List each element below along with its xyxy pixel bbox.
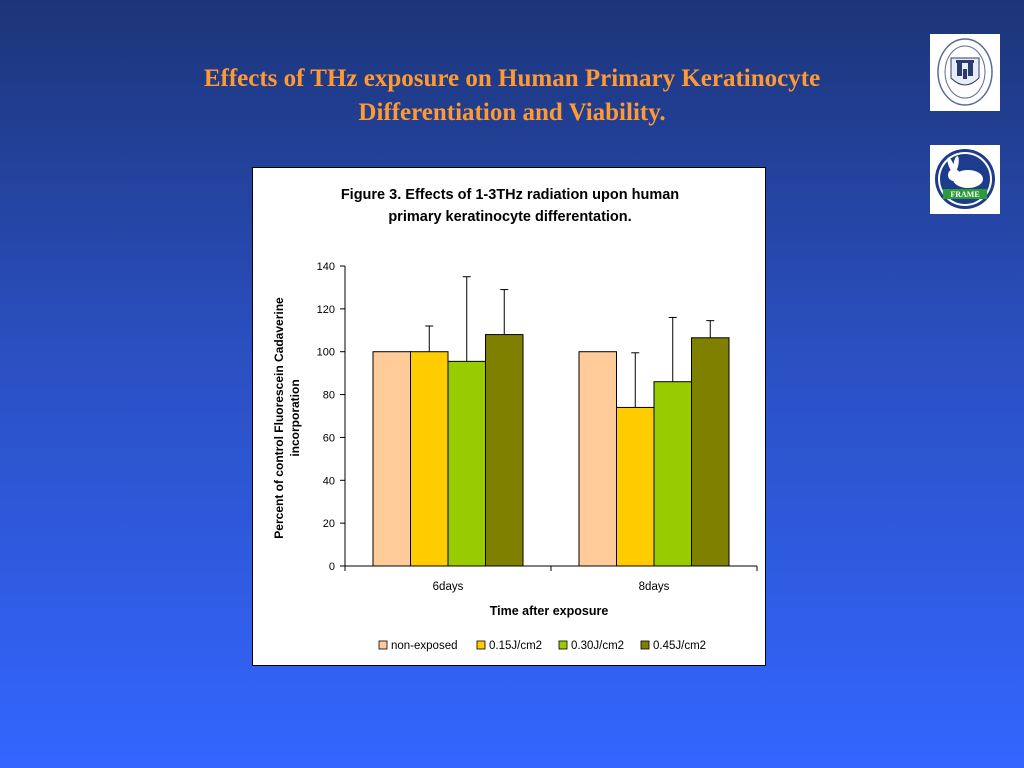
y-tick-label: 80 (323, 390, 335, 402)
legend-label: 0.45J/cm2 (653, 640, 706, 652)
legend-swatch (378, 640, 388, 650)
slide-title-line-2: Differentiation and Viability. (358, 99, 666, 126)
bar-chart: Figure 3. Effects of 1-3THz radiation up… (272, 187, 758, 652)
legend-swatch (558, 640, 568, 650)
bar (410, 351, 449, 567)
bar (653, 381, 692, 567)
y-axis-label-line-2: incorporation (288, 379, 302, 456)
bar (691, 337, 730, 567)
y-tick-label: 20 (323, 518, 335, 530)
slide-title: Effects of THz exposure on Human Primary… (112, 62, 912, 130)
legend-label: 0.30J/cm2 (571, 640, 624, 652)
legend: non-exposed 0.15J/cm2 0.30J/cm2 0.45J/cm2 (378, 640, 706, 652)
legend-label: non-exposed (391, 640, 458, 652)
y-tick-label: 40 (323, 475, 335, 487)
bar (485, 334, 524, 567)
frame-logo: FRAME (930, 145, 1000, 214)
frame-logo-text: FRAME (950, 190, 979, 199)
bar (447, 360, 486, 567)
x-tick-label: 6days (433, 581, 464, 593)
y-tick-label: 0 (329, 561, 335, 573)
rabbit-icon: FRAME (935, 149, 995, 209)
castle-crest-icon (937, 38, 993, 106)
bar (616, 406, 655, 567)
y-tick-label: 100 (317, 347, 335, 359)
x-tick-label: 8days (639, 581, 670, 593)
x-axis-label: Time after exposure (490, 604, 609, 618)
y-tick-label: 140 (317, 261, 335, 273)
bar (372, 351, 411, 567)
bar (578, 351, 617, 567)
chart-title-line-1: Figure 3. Effects of 1-3THz radiation up… (341, 187, 679, 203)
plot-area: 0 20 40 60 80 100 120 140 6days 8days (317, 261, 758, 593)
chart-container: Figure 3. Effects of 1-3THz radiation up… (252, 167, 766, 666)
slide-title-line-1: Effects of THz exposure on Human Primary… (203, 65, 821, 92)
y-tick-label: 60 (323, 432, 335, 444)
legend-label: 0.15J/cm2 (489, 640, 542, 652)
y-axis-label-line-1: Percent of control Fluorescein Cadaverin… (272, 297, 286, 539)
legend-swatch (476, 640, 486, 650)
legend-swatch (640, 640, 650, 650)
y-tick-label: 120 (317, 304, 335, 316)
university-logo (930, 34, 1000, 111)
chart-title-line-2: primary keratinocyte differentation. (388, 209, 631, 225)
